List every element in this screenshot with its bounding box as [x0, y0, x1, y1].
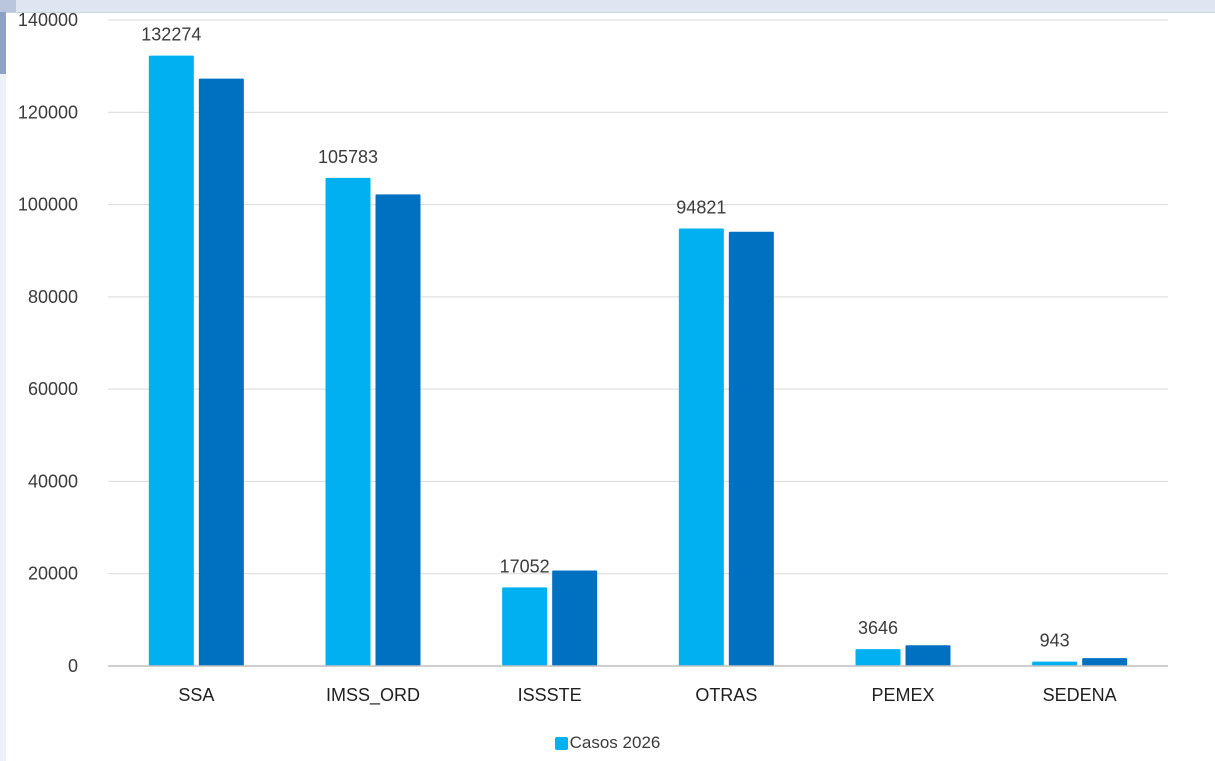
- bar-ssa-series-1[interactable]: [198, 78, 244, 666]
- bar-imss-ord-series-1[interactable]: [375, 194, 421, 667]
- y-axis-tick-labels: 0 20000 40000 60000 80000 100000 120000 140000: [18, 10, 78, 676]
- bar-pemex-series-1[interactable]: [905, 645, 951, 666]
- y-tick-label: 60000: [28, 379, 78, 399]
- y-tick-label: 80000: [28, 287, 78, 307]
- x-category-label: ISSSTE: [518, 685, 582, 705]
- bar-issste-series-0[interactable]: [502, 587, 548, 666]
- data-label: 105783: [318, 147, 378, 167]
- x-category-label: IMSS_ORD: [326, 685, 420, 706]
- x-category-label: PEMEX: [871, 685, 934, 705]
- x-category-label: SEDENA: [1043, 685, 1117, 705]
- y-tick-label: 40000: [28, 471, 78, 491]
- left-side-strip: [0, 12, 6, 761]
- y-tick-label: 120000: [18, 102, 78, 122]
- legend-swatch: [554, 736, 568, 750]
- bar-otras-series-0[interactable]: [678, 228, 724, 666]
- legend-label: Casos 2026: [569, 733, 661, 752]
- data-label: 3646: [858, 618, 898, 638]
- y-tick-label: 0: [68, 656, 78, 676]
- bar-pemex-series-0[interactable]: [855, 649, 901, 666]
- x-axis: SSA IMSS_ORD ISSSTE OTRAS PEMEX SEDENA: [108, 665, 1168, 706]
- bar-otras-series-1[interactable]: [728, 231, 774, 666]
- bars: [148, 55, 1128, 667]
- window-tab[interactable]: [0, 0, 16, 12]
- data-label: 17052: [500, 556, 550, 576]
- legend-item-casos-2026[interactable]: Casos 2026: [554, 733, 661, 753]
- x-category-label: OTRAS: [695, 685, 757, 705]
- bar-chart: 020000400006000080000100000120000140000 …: [18, 10, 1168, 706]
- y-tick-label: 140000: [18, 10, 78, 30]
- left-side-strip-accent: [0, 12, 6, 74]
- bar-sedena-series-0[interactable]: [1032, 661, 1078, 666]
- y-tick-label: 20000: [28, 564, 78, 584]
- legend: Casos 2026: [0, 733, 1215, 753]
- window-title-bar: [0, 0, 1215, 13]
- data-label: 132274: [141, 25, 201, 45]
- bar-sedena-series-1[interactable]: [1082, 658, 1128, 666]
- bar-issste-series-1[interactable]: [552, 570, 598, 666]
- bar-imss-ord-series-0[interactable]: [325, 177, 371, 666]
- data-labels: 132274 105783 17052 94821 3646 943: [141, 25, 1069, 651]
- bar-ssa-series-0[interactable]: [148, 55, 194, 667]
- x-category-label: SSA: [178, 685, 214, 705]
- data-label: 943: [1040, 631, 1070, 651]
- y-tick-label: 100000: [18, 195, 78, 215]
- gridlines: [108, 19, 1168, 575]
- data-label: 94821: [676, 197, 726, 217]
